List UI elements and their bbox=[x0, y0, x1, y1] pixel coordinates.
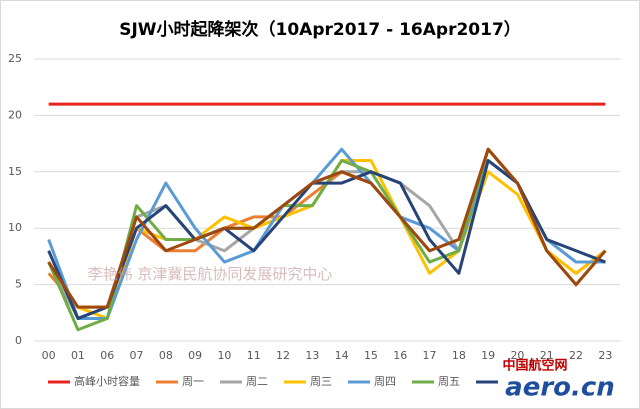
x-tick-label: 01 bbox=[71, 349, 85, 362]
legend-label: 高峰小时容量 bbox=[74, 374, 140, 388]
y-tick-label: 5 bbox=[15, 278, 22, 291]
x-tick-label: 18 bbox=[452, 349, 466, 362]
legend-label: 周四 bbox=[374, 375, 396, 388]
x-tick-label: 20 bbox=[510, 349, 524, 362]
chart-title: SJW小时起降架次（10Apr2017 - 16Apr2017） bbox=[119, 19, 521, 40]
watermark: 李艳伟 京津冀民航协同发展研究中心 bbox=[88, 265, 333, 283]
x-tick-label: 10 bbox=[217, 349, 231, 362]
x-tick-label: 13 bbox=[305, 349, 319, 362]
x-tick-label: 06 bbox=[100, 349, 114, 362]
y-tick-label: 0 bbox=[15, 334, 22, 347]
y-tick-label: 25 bbox=[8, 52, 22, 65]
x-tick-label: 07 bbox=[130, 349, 144, 362]
legend-label: 周三 bbox=[310, 375, 332, 388]
legend-label: 周二 bbox=[246, 375, 268, 388]
series-line bbox=[47, 147, 607, 309]
x-tick-label: 21 bbox=[540, 349, 554, 362]
y-tick-label: 15 bbox=[8, 165, 22, 178]
x-tick-label: 17 bbox=[423, 349, 437, 362]
x-tick-label: 22 bbox=[569, 349, 583, 362]
logo-bottom: aero.cn bbox=[505, 373, 615, 403]
legend-label: 周五 bbox=[438, 375, 460, 388]
legend-label: 周一 bbox=[182, 375, 204, 388]
logo-top: 中国航空网 bbox=[502, 358, 567, 374]
x-tick-label: 09 bbox=[188, 349, 202, 362]
y-tick-label: 10 bbox=[8, 221, 22, 234]
y-tick-label: 20 bbox=[8, 108, 22, 121]
x-tick-label: 15 bbox=[364, 349, 378, 362]
x-tick-label: 08 bbox=[159, 349, 173, 362]
x-tick-label: 11 bbox=[247, 349, 261, 362]
x-tick-label: 19 bbox=[481, 349, 495, 362]
x-tick-label: 14 bbox=[335, 349, 349, 362]
x-tick-label: 16 bbox=[393, 349, 407, 362]
x-tick-label: 00 bbox=[42, 349, 56, 362]
x-tick-label: 12 bbox=[276, 349, 290, 362]
x-tick-label: 23 bbox=[598, 349, 612, 362]
